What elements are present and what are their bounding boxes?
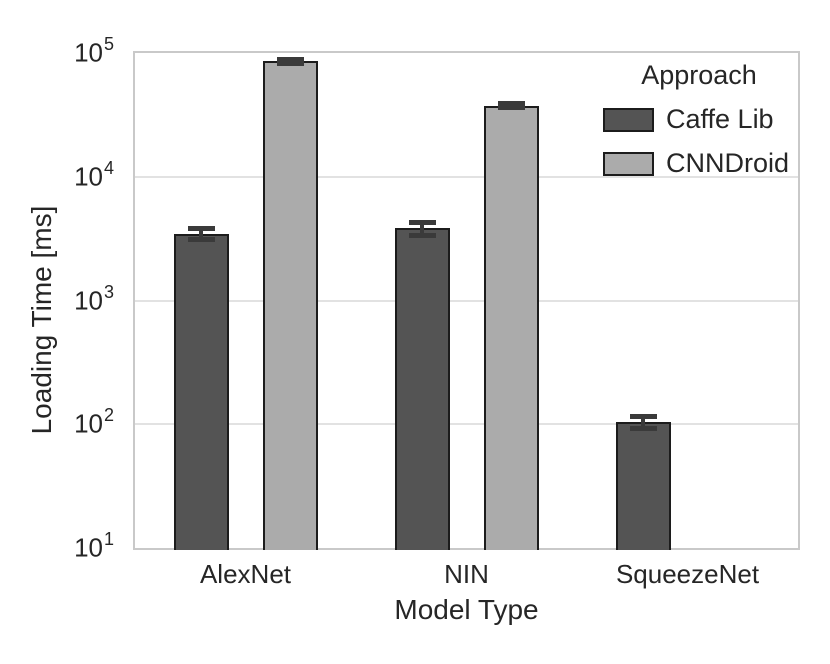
bar-caffe-lib-nin: [394, 228, 450, 550]
y-tick-label-10e3: 103: [74, 281, 114, 316]
error-cap-top-cnndroid-alexnet: [276, 57, 304, 63]
legend: Approach Caffe Lib CNNDroid: [596, 60, 802, 179]
error-bar-caffe-lib-nin: [420, 222, 424, 236]
error-cap-top-cnndroid-nin: [497, 101, 525, 107]
gridline-10e3: [135, 299, 798, 302]
bar-cnndroid-nin: [483, 106, 539, 550]
legend-title: Approach: [641, 60, 757, 90]
x-axis-title: Model Type: [394, 594, 539, 625]
bar-caffe-lib-alexnet: [173, 233, 229, 550]
error-cap-bottom-caffe-lib-alexnet: [187, 237, 215, 243]
y-tick-label-10e5: 105: [74, 34, 114, 68]
x-tick-label-squeezenet: SqueezeNet: [615, 559, 760, 589]
error-cap-top-caffe-lib-squeezenet: [629, 414, 657, 420]
error-cap-bottom-cnndroid-nin: [497, 104, 525, 110]
legend-item-caffe-lib: Caffe Lib: [596, 104, 802, 135]
legend-label-caffe-lib: Caffe Lib: [666, 104, 774, 135]
gridline-10e4: [135, 175, 798, 178]
x-tick-label-nin: NIN: [444, 559, 489, 589]
bar-caffe-lib-squeezenet: [615, 422, 671, 550]
error-cap-bottom-cnndroid-alexnet: [276, 60, 304, 66]
y-axis-title: Loading Time [ms]: [26, 205, 57, 435]
error-cap-bottom-caffe-lib-squeezenet: [629, 426, 657, 432]
y-tick-label-10e2: 102: [74, 405, 114, 439]
y-tick-label-10e4: 104: [74, 157, 114, 192]
y-tick-label-10e1: 101: [74, 529, 114, 563]
error-bar-caffe-lib-alexnet: [199, 228, 203, 240]
x-tick-label-alexnet: AlexNet: [199, 559, 292, 589]
legend-swatch-cnndroid: [603, 151, 654, 176]
legend-label-cnndroid: CNNDroid: [666, 148, 790, 179]
bar-cnndroid-alexnet: [262, 61, 318, 550]
legend-swatch-caffe-lib: [603, 107, 654, 132]
gridline-10e2: [135, 423, 798, 426]
legend-item-cnndroid: CNNDroid: [596, 148, 802, 179]
error-cap-top-caffe-lib-nin: [408, 219, 436, 225]
error-cap-bottom-caffe-lib-nin: [408, 233, 436, 239]
error-bar-caffe-lib-squeezenet: [641, 416, 645, 429]
error-cap-top-caffe-lib-alexnet: [187, 226, 215, 232]
